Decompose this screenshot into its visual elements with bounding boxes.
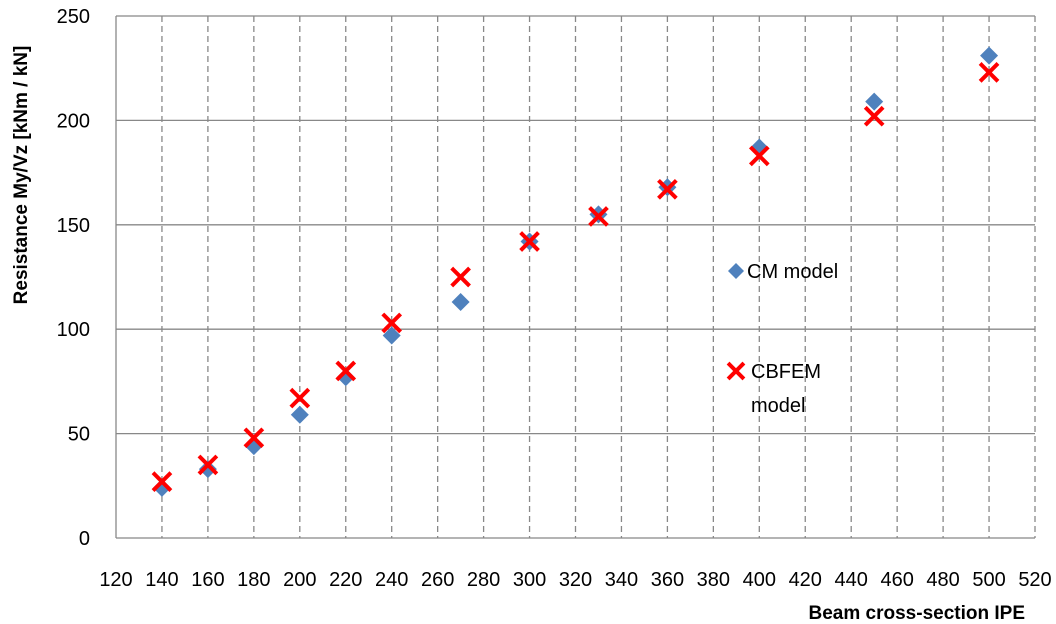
- x-mark-stroke: [381, 312, 403, 334]
- data-point-cm-model: [865, 92, 884, 111]
- legend-x-mark: [726, 361, 746, 381]
- data-point-cm-model: [980, 46, 999, 65]
- x-tick-label: 500: [972, 569, 1005, 591]
- x-mark-stroke: [243, 427, 265, 449]
- x-tick-label: 280: [467, 569, 500, 591]
- x-mark-stroke: [450, 266, 471, 288]
- y-tick-label: 0: [79, 528, 90, 550]
- x-tick-label: 320: [559, 569, 592, 591]
- legend-item-cbfem-model: CBFEM model: [726, 361, 827, 417]
- data-point-cbfem-model: [243, 427, 265, 449]
- x-tick-label: 260: [421, 569, 454, 591]
- x-tick-label: 200: [283, 569, 316, 591]
- x-tick-label: 440: [835, 569, 868, 591]
- data-point-cm-model: [290, 405, 309, 424]
- legend-label-cm-model: CM model: [747, 261, 838, 283]
- y-tick-labels: 0 50 100 150 200 250: [57, 6, 90, 550]
- x-tick-label: 160: [191, 569, 224, 591]
- data-point-cbfem-model: [519, 231, 540, 252]
- legend-marker-diamond: [728, 263, 744, 279]
- x-tick-label: 360: [651, 569, 684, 591]
- data-point-cbfem-model: [748, 145, 770, 167]
- data-point-cbfem-model: [863, 105, 885, 127]
- data-point-cm-model: [382, 326, 401, 345]
- data-point-cbfem-model: [978, 62, 1000, 83]
- data-point-cbfem-model: [197, 454, 219, 476]
- legend-marker-x: [726, 361, 746, 381]
- grid: [116, 15, 1036, 538]
- y-tick-label: 250: [57, 6, 90, 28]
- x-tick-label: 420: [789, 569, 822, 591]
- legend-label-cbfem-model: CBFEM model: [751, 361, 827, 417]
- x-axis-title: Beam cross-section IPE: [809, 603, 1025, 624]
- y-axis-title: Resistance My/Vz [kNm / kN]: [11, 46, 32, 305]
- x-tick-label: 460: [880, 569, 913, 591]
- x-mark-stroke: [748, 145, 770, 167]
- data-point-cbfem-model: [657, 178, 678, 200]
- x-tick-label: 520: [1018, 569, 1051, 591]
- x-tick-labels: 120 140 160 180 200 220 240 260 280 300 320 340 360 3…: [99, 569, 1051, 591]
- x-mark-stroke: [519, 231, 540, 252]
- x-mark-stroke: [726, 361, 746, 381]
- data-point-cbfem-model: [289, 387, 311, 409]
- x-mark-stroke: [151, 471, 173, 492]
- data-point-cbfem-model: [151, 471, 173, 492]
- y-tick-label: 50: [68, 424, 90, 446]
- x-mark-stroke: [335, 360, 357, 382]
- data-point-cbfem-model: [381, 312, 403, 334]
- x-tick-label: 340: [605, 569, 638, 591]
- x-tick-label: 240: [375, 569, 408, 591]
- y-tick-label: 200: [57, 110, 90, 132]
- x-mark-stroke: [657, 178, 678, 200]
- x-tick-label: 300: [513, 569, 546, 591]
- legend-item-cm-model: CM model: [728, 261, 838, 283]
- data-point-cbfem-model: [450, 266, 471, 288]
- data-points: [151, 46, 1000, 497]
- x-tick-label: 120: [99, 569, 132, 591]
- y-tick-label: 100: [57, 319, 90, 341]
- x-mark-stroke: [588, 206, 609, 227]
- legend-label-cbfem-line2: model: [751, 395, 805, 417]
- y-tick-label: 150: [57, 215, 90, 237]
- x-tick-label: 400: [743, 569, 776, 591]
- x-tick-label: 220: [329, 569, 362, 591]
- legend-label-cbfem-line1: CBFEM: [751, 361, 821, 383]
- x-mark-stroke: [289, 387, 311, 409]
- x-mark-stroke: [197, 454, 219, 476]
- x-tick-label: 180: [237, 569, 270, 591]
- x-mark-stroke: [978, 62, 1000, 83]
- x-tick-label: 380: [697, 569, 730, 591]
- data-point-cbfem-model: [335, 360, 357, 382]
- x-mark-stroke: [863, 105, 885, 127]
- data-point-cbfem-model: [588, 206, 609, 227]
- axes: [115, 16, 1035, 539]
- data-point-cm-model: [198, 460, 217, 479]
- legend: CM model CBFEM model: [726, 261, 838, 417]
- data-point-cm-model: [451, 293, 470, 312]
- x-tick-label: 480: [926, 569, 959, 591]
- x-tick-label: 140: [145, 569, 178, 591]
